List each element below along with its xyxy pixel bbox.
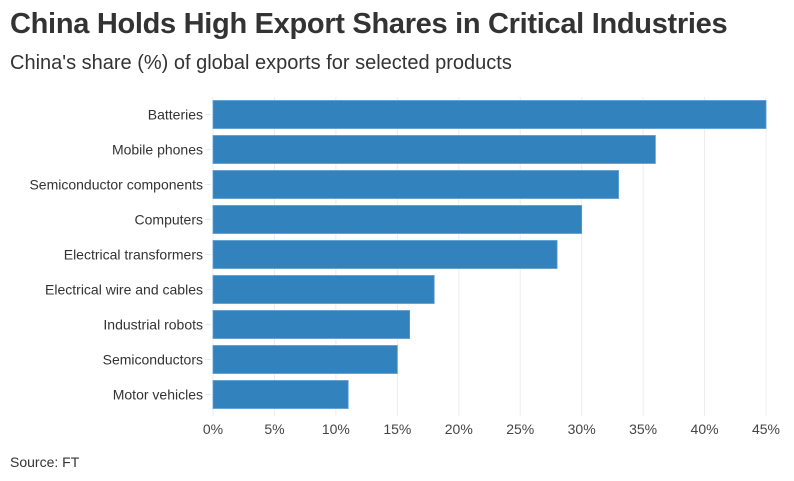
bar — [212, 275, 435, 304]
x-tick-label: 10% — [322, 421, 350, 437]
bar — [212, 310, 411, 339]
category-label: Industrial robots — [103, 317, 203, 333]
bar — [212, 135, 656, 164]
x-tick-label: 45% — [752, 421, 780, 437]
bars — [212, 100, 767, 409]
category-label: Motor vehicles — [113, 387, 203, 403]
chart-subtitle: China's share (%) of global exports for … — [10, 52, 512, 74]
x-tick-label: 30% — [568, 421, 596, 437]
bar — [212, 345, 398, 374]
x-tick-label: 15% — [383, 421, 411, 437]
x-tick-label: 20% — [445, 421, 473, 437]
category-label: Batteries — [148, 107, 203, 123]
category-label: Semiconductors — [103, 352, 203, 368]
bar — [212, 205, 583, 234]
category-label: Semiconductor components — [29, 177, 203, 193]
x-tick-label: 35% — [629, 421, 657, 437]
x-axis-ticks: 0% 5% 10% 15% 20% 25% 30% 35% 40% 45% — [203, 421, 780, 437]
chart-title: China Holds High Export Shares in Critic… — [10, 8, 728, 40]
category-label: Electrical wire and cables — [45, 282, 203, 298]
category-label: Electrical transformers — [64, 247, 203, 263]
x-tick-label: 0% — [203, 421, 223, 437]
bar — [212, 380, 349, 409]
source-note: Source: FT — [10, 454, 80, 470]
bar — [212, 100, 767, 129]
category-label: Computers — [135, 212, 203, 228]
x-tick-label: 5% — [264, 421, 284, 437]
bar — [212, 240, 558, 269]
x-tick-label: 25% — [506, 421, 534, 437]
x-tick-label: 40% — [691, 421, 719, 437]
bar — [212, 170, 619, 199]
category-label: Mobile phones — [112, 142, 203, 158]
category-labels: Batteries Mobile phones Semiconductor comp… — [29, 107, 211, 403]
